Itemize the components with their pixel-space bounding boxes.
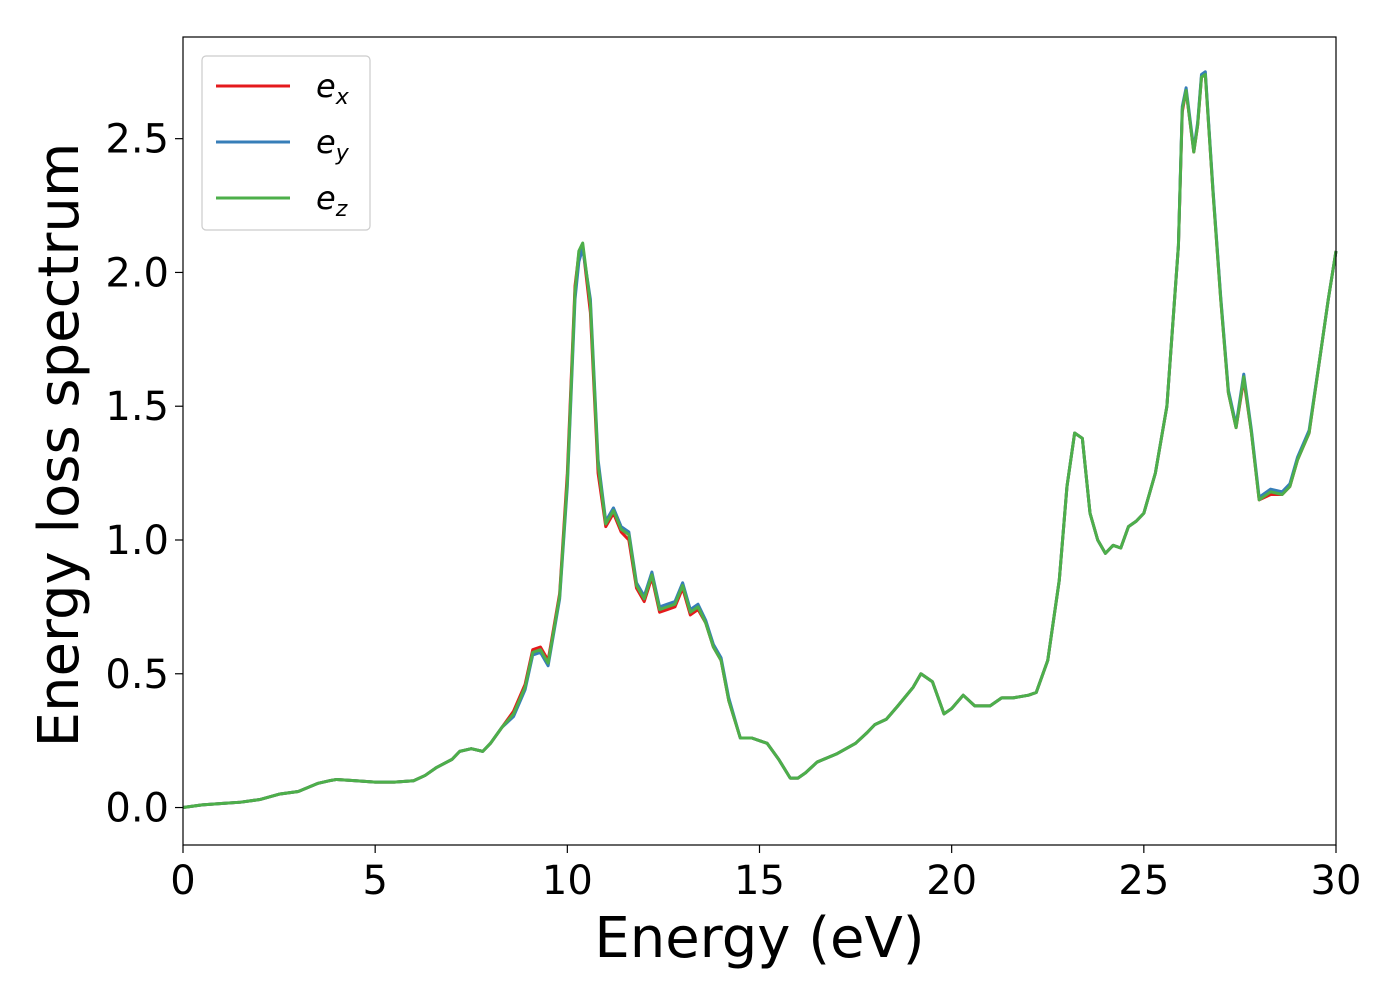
y-tick-label: 2.5	[105, 117, 169, 163]
legend-label: ey	[316, 123, 350, 166]
x-tick-label: 30	[1311, 858, 1362, 904]
x-tick-label: 15	[734, 858, 785, 904]
x-tick-label: 0	[170, 858, 195, 904]
y-tick-label: 0.0	[105, 786, 169, 832]
x-tick-label: 10	[542, 858, 593, 904]
legend-label: ez	[316, 179, 348, 222]
x-axis-label: Energy (eV)	[594, 906, 924, 971]
legend-label-subscript: z	[335, 197, 348, 222]
legend-label-subscript: x	[335, 85, 350, 110]
y-tick-label: 1.0	[105, 518, 169, 564]
y-tick-label: 2.0	[105, 250, 169, 296]
x-tick-label: 25	[1118, 858, 1169, 904]
x-tick-label: 20	[926, 858, 977, 904]
ticks-layer: 0 5 10 15 20 25 30 0.0 0.5 1.0 1.5 2.0 2.5	[105, 117, 1361, 904]
y-tick-label: 1.5	[105, 384, 169, 430]
y-axis-label: Energy loss spectrum	[27, 143, 92, 748]
y-tick-label: 0.5	[105, 652, 169, 698]
legend-label-base: e	[316, 123, 336, 161]
legend-label-subscript: y	[335, 141, 350, 166]
legend-label: ex	[316, 67, 350, 110]
x-tick-label: 5	[362, 858, 387, 904]
series-line-z	[182, 72, 1338, 810]
legend-label-base: e	[316, 179, 336, 217]
legend-label-base: e	[316, 67, 336, 105]
series-layer	[182, 70, 1338, 810]
